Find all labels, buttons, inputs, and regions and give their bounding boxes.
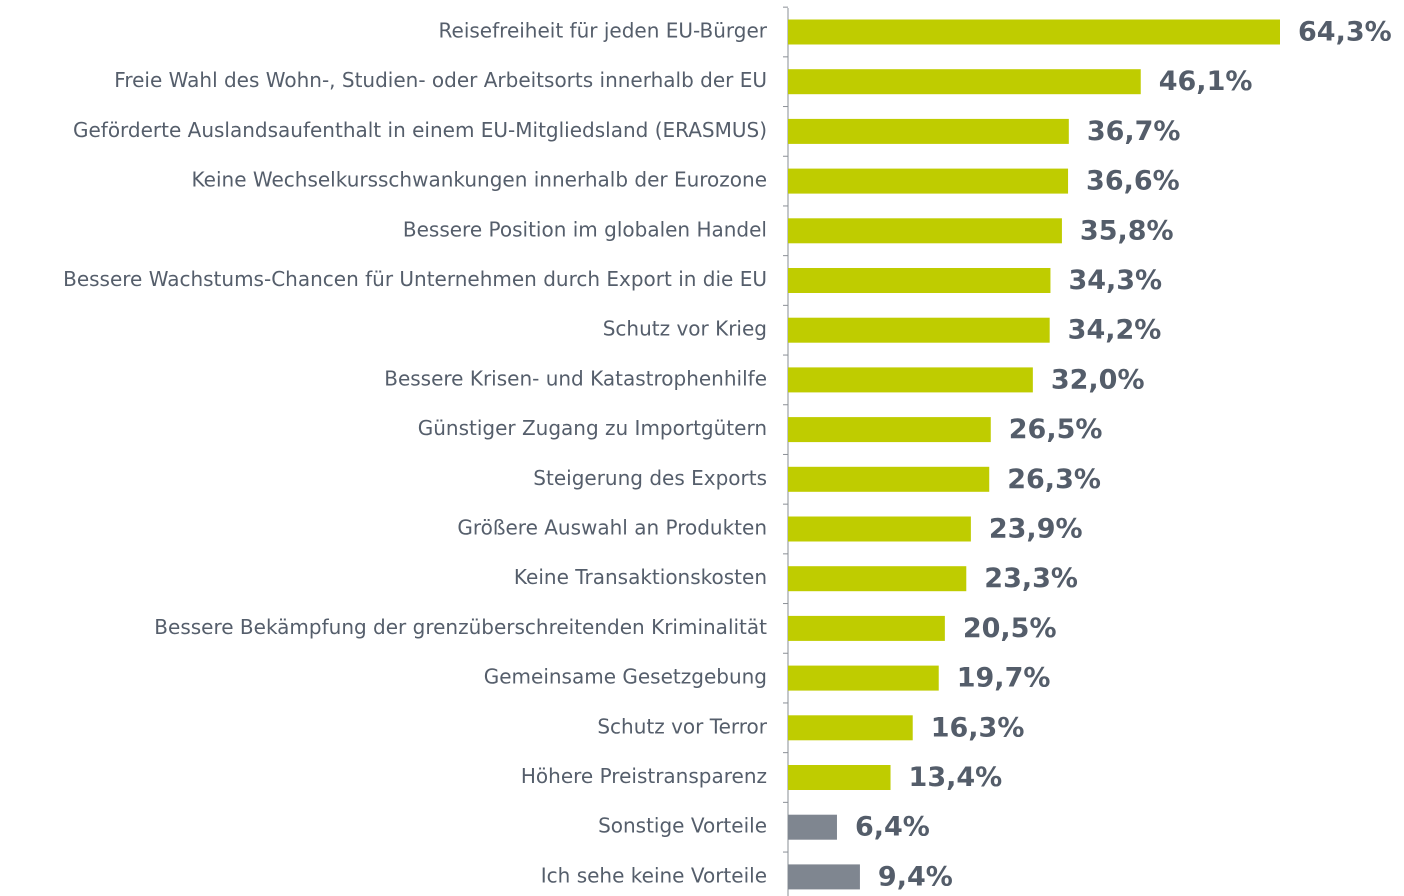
- value-label: 34,2%: [1068, 315, 1162, 346]
- bar: [788, 715, 913, 741]
- category-label: Bessere Position im globalen Handel: [403, 217, 767, 241]
- value-label: 34,3%: [1068, 265, 1162, 296]
- value-label: 16,3%: [931, 712, 1025, 743]
- value-label: 20,5%: [963, 613, 1057, 644]
- category-label: Bessere Wachstums-Chancen für Unternehme…: [63, 267, 767, 291]
- category-label: Günstiger Zugang zu Importgütern: [418, 416, 767, 440]
- category-label: Schutz vor Terror: [597, 714, 767, 738]
- bar: [788, 69, 1141, 95]
- bar: [788, 317, 1050, 343]
- category-label: Freie Wahl des Wohn-, Studien- oder Arbe…: [114, 68, 767, 92]
- bar: [788, 417, 991, 443]
- bar: [788, 466, 990, 492]
- bar: [788, 665, 939, 691]
- bar: [788, 168, 1069, 194]
- category-label: Höhere Preistransparenz: [521, 764, 767, 788]
- bar: [788, 814, 837, 840]
- value-label: 35,8%: [1080, 215, 1174, 246]
- category-label: Sonstige Vorteile: [598, 814, 767, 838]
- category-label: Keine Wechselkursschwankungen innerhalb …: [192, 168, 767, 192]
- value-label: 6,4%: [855, 812, 930, 843]
- bar: [788, 566, 967, 592]
- category-label: Gemeinsame Gesetzgebung: [484, 665, 767, 689]
- category-label: Ich sehe keine Vorteile: [541, 863, 767, 887]
- value-label: 23,3%: [984, 563, 1078, 594]
- value-label: 26,5%: [1009, 414, 1103, 445]
- bar: [788, 118, 1069, 144]
- category-label: Steigerung des Exports: [533, 466, 767, 490]
- bar: [788, 516, 971, 542]
- value-label: 26,3%: [1007, 464, 1101, 495]
- category-label: Schutz vor Krieg: [603, 317, 767, 341]
- category-label: Bessere Bekämpfung der grenzüberschreite…: [154, 615, 767, 639]
- bar: [788, 765, 891, 790]
- bar: [788, 864, 860, 890]
- value-label: 32,0%: [1051, 364, 1145, 395]
- value-label: 13,4%: [909, 762, 1003, 793]
- value-label: 9,4%: [878, 861, 953, 892]
- bar: [788, 268, 1051, 293]
- category-label: Geförderte Auslandsaufenthalt in einem E…: [73, 118, 767, 142]
- bar: [788, 218, 1062, 244]
- category-label: Reisefreiheit für jeden EU-Bürger: [439, 19, 768, 43]
- category-label: Größere Auswahl an Produkten: [457, 516, 767, 540]
- bar: [788, 367, 1033, 393]
- bar: [788, 19, 1280, 45]
- value-label: 36,7%: [1087, 116, 1181, 147]
- value-label: 64,3%: [1298, 17, 1392, 48]
- value-label: 36,6%: [1086, 166, 1180, 197]
- category-label: Keine Transaktionskosten: [514, 565, 767, 589]
- value-label: 23,9%: [989, 514, 1083, 545]
- value-label: 46,1%: [1159, 66, 1253, 97]
- bar: [788, 615, 945, 641]
- value-label: 19,7%: [957, 663, 1051, 694]
- category-label: Bessere Krisen- und Katastrophenhilfe: [384, 366, 767, 390]
